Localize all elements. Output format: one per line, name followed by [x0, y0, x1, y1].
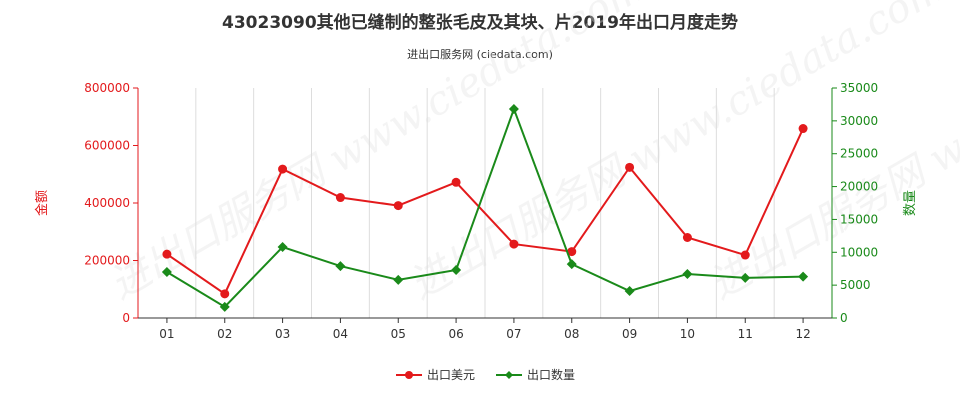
y-tick-label-left: 0	[122, 311, 130, 325]
series-line	[166, 128, 804, 296]
y-tick-label-right: 20000	[840, 180, 878, 194]
data-point	[567, 247, 577, 257]
y-tick-label-left: 200000	[84, 254, 130, 268]
data-point	[278, 164, 288, 174]
x-tick-label: 09	[622, 327, 637, 341]
x-tick-label: 12	[795, 327, 810, 341]
data-point	[393, 201, 403, 211]
x-tick-label: 11	[738, 327, 753, 341]
x-tick-label: 05	[391, 327, 406, 341]
y-tick-label-right: 30000	[840, 114, 878, 128]
y-tick-label-right: 25000	[840, 147, 878, 161]
y-tick-label-left: 800000	[84, 81, 130, 95]
data-point	[740, 250, 750, 260]
x-tick-label: 04	[333, 327, 348, 341]
data-point	[682, 233, 692, 242]
series	[161, 104, 809, 312]
x-tick-label: 01	[159, 327, 174, 341]
legend-label: 出口美元	[427, 368, 475, 382]
data-point	[451, 177, 461, 187]
series-line	[166, 106, 804, 309]
data-point	[335, 261, 346, 272]
x-tick-label: 10	[680, 327, 695, 341]
y-tick-label-right: 10000	[840, 245, 878, 259]
y-axis-right-title: 数量	[903, 190, 918, 216]
data-point	[740, 272, 751, 283]
x-tick-label: 02	[217, 327, 232, 341]
y-axis-left-title: 金额	[34, 190, 50, 216]
data-point	[682, 268, 693, 279]
legend-label: 出口数量	[527, 367, 575, 382]
data-point	[162, 249, 172, 259]
data-point	[625, 162, 635, 172]
y-tick-label-left: 600000	[84, 139, 130, 153]
data-point	[277, 242, 288, 253]
y-tick-label-right: 0	[840, 311, 848, 325]
x-tick-label: 03	[275, 327, 290, 341]
data-point	[624, 286, 635, 297]
y-tick-label-left: 400000	[84, 196, 130, 210]
chart-subtitle: 进出口服务网 (ciedata.com)	[407, 48, 553, 61]
data-point	[335, 193, 345, 203]
data-point	[451, 265, 462, 276]
axes: 0 200000 400000 600000 800000 0 5000 10000 15000…	[84, 81, 878, 341]
legend: 出口美元 出口数量	[396, 367, 575, 382]
data-point	[219, 301, 230, 312]
data-point	[798, 124, 808, 134]
data-point	[220, 289, 230, 299]
y-tick-label-right: 5000	[840, 278, 871, 292]
legend-marker	[505, 371, 513, 379]
data-point	[161, 267, 172, 277]
chart-title: 43023090其他已缝制的整张毛皮及其块、片2019年出口月度走势	[222, 13, 738, 33]
x-tick-label: 06	[448, 327, 463, 341]
x-tick-label: 07	[506, 327, 521, 341]
data-point	[508, 104, 519, 115]
data-point	[566, 259, 577, 270]
data-point	[509, 239, 519, 249]
data-point	[393, 274, 404, 285]
y-tick-label-right: 35000	[840, 81, 878, 95]
legend-marker	[405, 371, 413, 379]
x-tick-label: 08	[564, 327, 579, 341]
data-point	[798, 271, 809, 282]
y-tick-label-right: 15000	[840, 212, 878, 226]
